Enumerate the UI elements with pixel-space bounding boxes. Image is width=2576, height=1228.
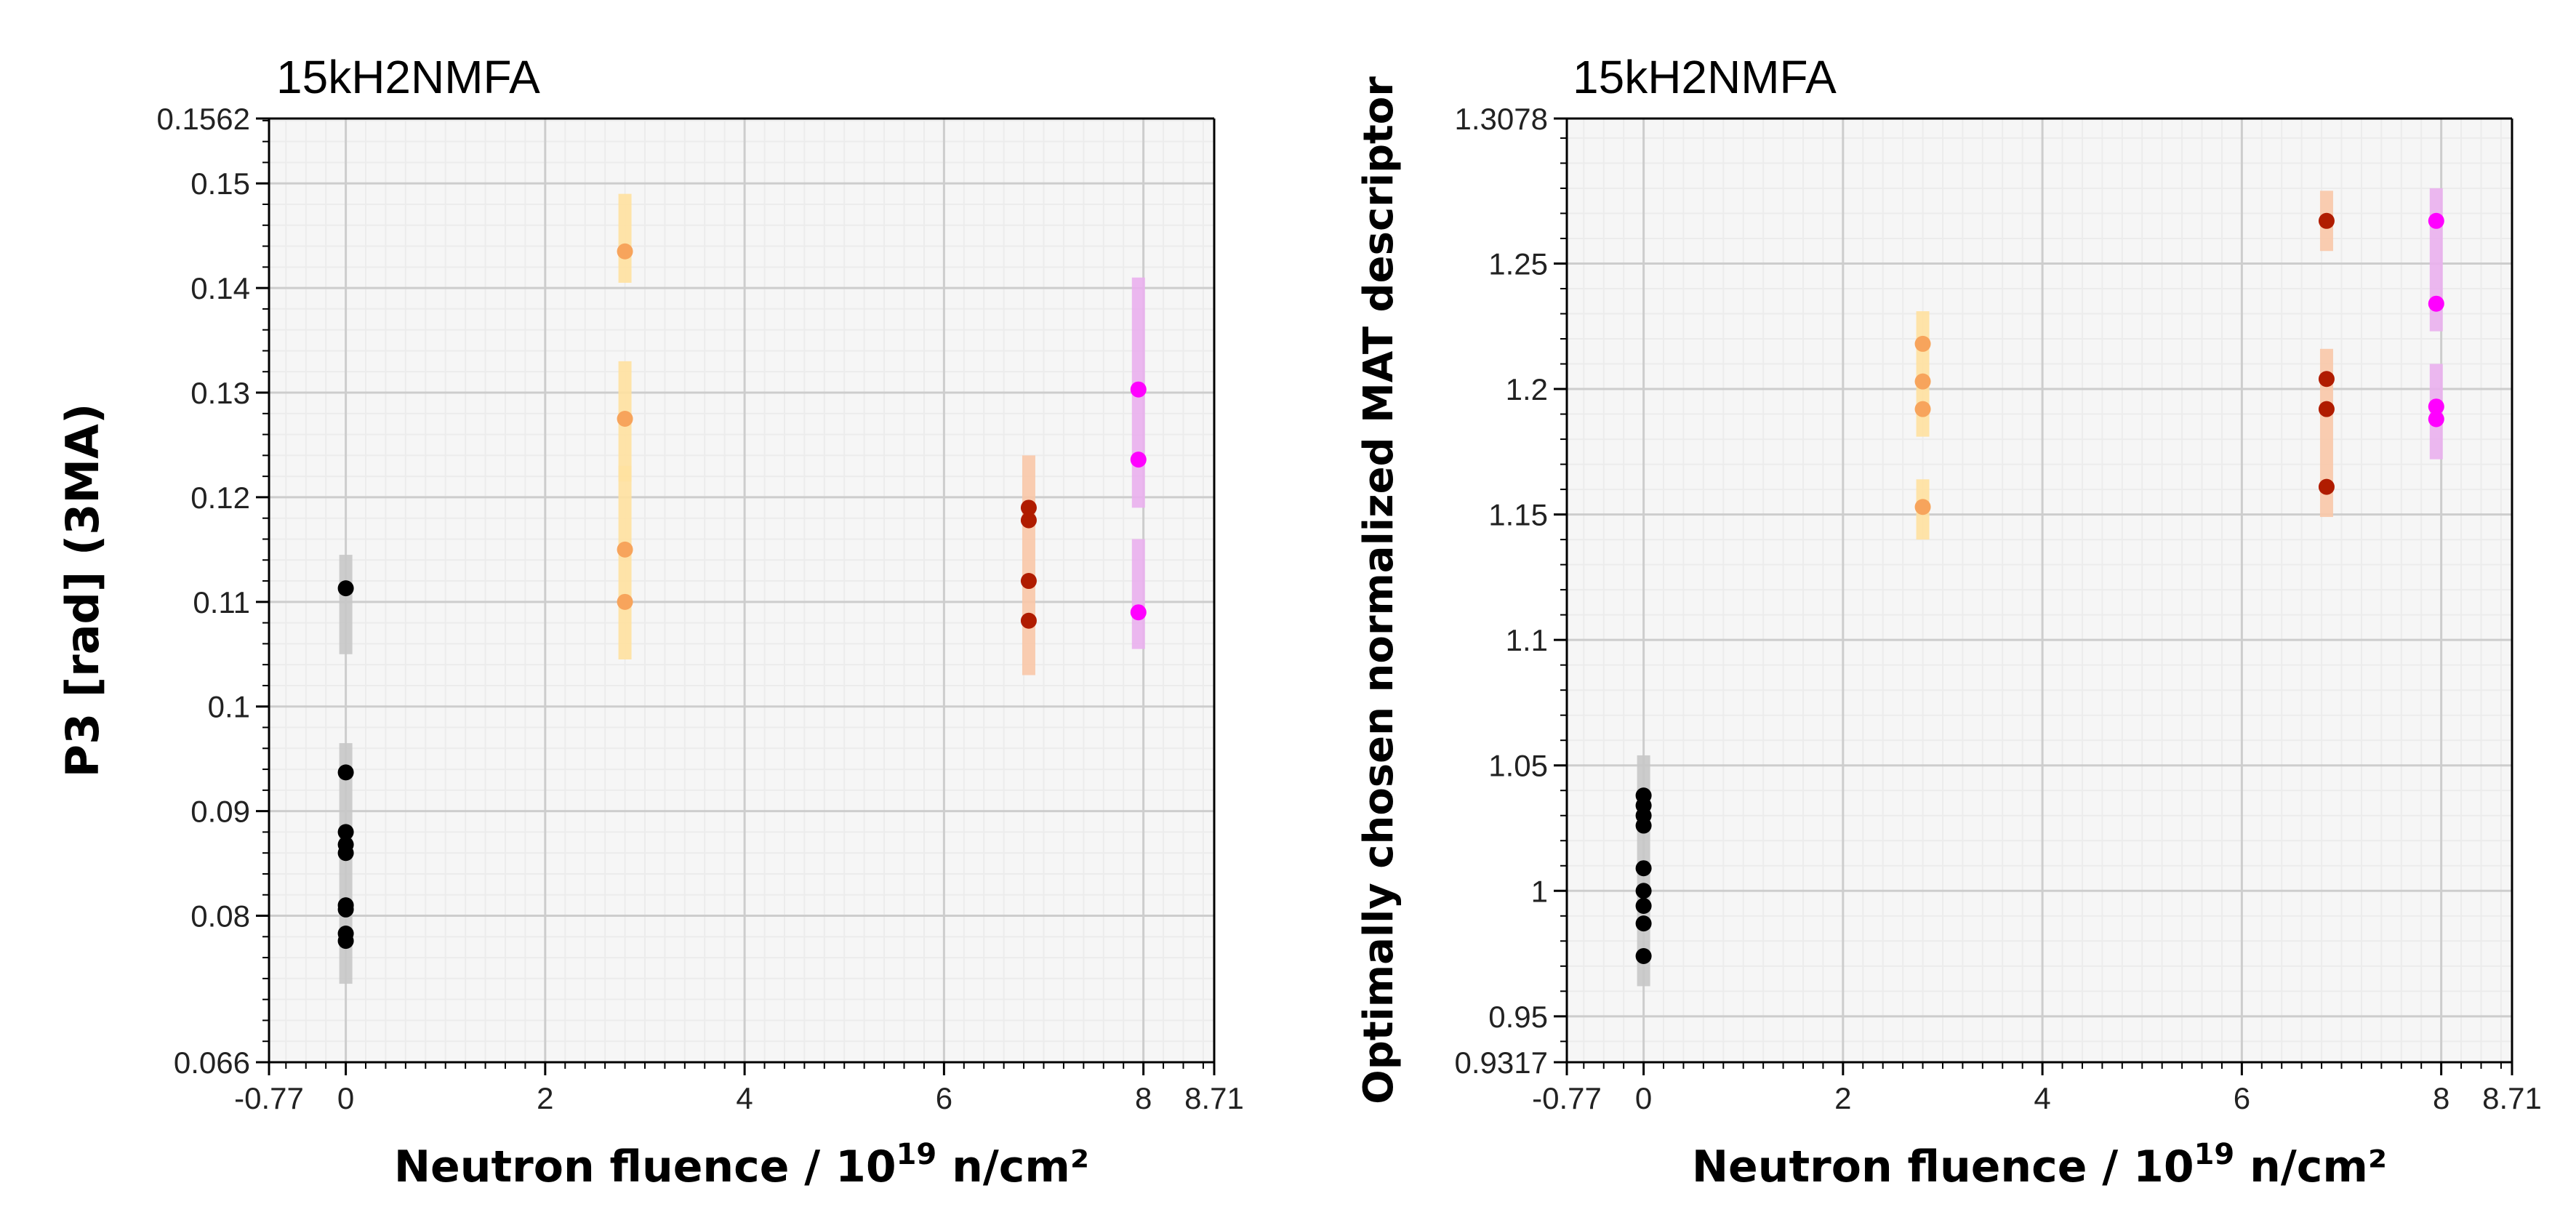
right-tick-labels: -0.77 0 2 4 6 8 8.71 0.9317 0.95 1 1.05 1.1 1.15 1.2 1… — [1455, 102, 2542, 1115]
left-y-tick-label: 0.1562 — [157, 102, 250, 136]
right-data-point — [1635, 915, 1652, 932]
right-data-point — [2428, 398, 2444, 415]
right-y-tick-label: 1.1 — [1506, 623, 1548, 657]
left-axis-ticks — [256, 117, 1216, 1075]
left-y-tick-label: 0.13 — [190, 376, 250, 410]
right-x-tick-label: -0.77 — [1532, 1081, 1602, 1115]
left-y-tick-label: 0.11 — [193, 585, 250, 619]
right-y-axis-label: Optimally chosen normalized MAT descript… — [1355, 76, 1403, 1104]
right-data-point — [2428, 295, 2444, 312]
left-error-band — [618, 193, 632, 283]
left-data-point — [337, 764, 354, 781]
right-data-point — [1914, 373, 1931, 390]
left-y-axis-label: P3 [rad] (3MA) — [56, 404, 109, 778]
left-chart-title: 15kH2NMFA — [276, 51, 540, 103]
right-x-tick-label: 6 — [2234, 1081, 2250, 1115]
right-data-point — [1635, 860, 1652, 877]
left-chart: -0.77 0 2 4 6 8 8.71 0.066 0.08 0.09 0.1 0.11 0.12 0.… — [56, 51, 1244, 1192]
right-data-point — [2318, 478, 2335, 495]
left-y-tick-label: 0.066 — [174, 1046, 250, 1080]
left-error-band — [1022, 455, 1035, 675]
left-data-point — [617, 411, 633, 427]
left-data-point — [1020, 512, 1037, 529]
right-data-points — [1635, 212, 2444, 965]
right-y-tick-label: 0.9317 — [1455, 1046, 1548, 1080]
left-data-point — [337, 933, 354, 950]
left-x-tick-label: 6 — [936, 1081, 952, 1115]
left-x-tick-label: 0 — [337, 1081, 354, 1115]
right-x-tick-label: 8.71 — [2482, 1081, 2542, 1115]
left-data-point — [617, 541, 633, 558]
right-x-axis-label: Neutron fluence / 1019 n/cm² — [1692, 1138, 2387, 1192]
left-data-point — [1130, 452, 1147, 468]
right-y-tick-label: 1.25 — [1488, 246, 1548, 281]
right-x-tick-label: 4 — [2034, 1081, 2050, 1115]
right-x-tick-label: 2 — [1834, 1081, 1851, 1115]
left-x-tick-label: 4 — [736, 1081, 753, 1115]
left-error-band — [339, 743, 353, 984]
left-data-point — [1130, 604, 1147, 621]
left-y-tick-label: 0.15 — [190, 166, 250, 201]
left-x-tick-label: 8.71 — [1184, 1081, 1244, 1115]
right-data-point — [1635, 883, 1652, 899]
left-data-point — [337, 901, 354, 918]
right-y-tick-label: 0.95 — [1488, 1000, 1548, 1034]
right-data-point — [2318, 401, 2335, 417]
right-data-point — [2318, 371, 2335, 388]
left-data-point — [337, 845, 354, 862]
left-data-point — [337, 824, 354, 840]
left-plot-area — [269, 119, 1214, 1062]
right-x-tick-label: 0 — [1635, 1081, 1652, 1115]
left-data-point — [1020, 612, 1037, 629]
right-chart: -0.77 0 2 4 6 8 8.71 0.9317 0.95 1 1.05 1.1 1.15 1.2 1… — [1355, 51, 2542, 1192]
left-grid — [269, 119, 1214, 1063]
right-x-tick-label: 8 — [2433, 1081, 2449, 1115]
left-data-point — [337, 580, 354, 597]
left-data-point — [617, 243, 633, 260]
left-x-tick-label: -0.77 — [234, 1081, 304, 1115]
left-data-point — [1130, 381, 1147, 398]
left-data-point — [1020, 499, 1037, 516]
left-y-tick-label: 0.08 — [190, 899, 250, 934]
right-data-point — [1914, 401, 1931, 417]
right-data-point — [1635, 948, 1652, 965]
right-chart-title: 15kH2NMFA — [1573, 51, 1837, 103]
right-y-tick-label: 1.2 — [1506, 372, 1548, 406]
left-data-points — [337, 243, 1147, 950]
left-data-point — [617, 593, 633, 610]
right-data-point — [2318, 212, 2335, 229]
right-axis-ticks — [1554, 117, 2513, 1075]
right-y-tick-label: 1.05 — [1488, 749, 1548, 783]
left-tick-labels: -0.77 0 2 4 6 8 8.71 0.066 0.08 0.09 0.1 0.11 0.12 0.… — [157, 102, 1244, 1115]
left-y-tick-label: 0.09 — [190, 795, 250, 829]
left-y-tick-label: 0.1 — [208, 690, 250, 724]
left-data-point — [1020, 573, 1037, 590]
right-y-tick-label: 1.3078 — [1455, 102, 1548, 136]
right-data-point — [2428, 212, 2444, 229]
right-data-point — [2428, 411, 2444, 428]
left-y-tick-label: 0.12 — [190, 481, 250, 515]
left-x-axis-label: Neutron fluence / 1019 n/cm² — [394, 1138, 1089, 1192]
left-error-band — [618, 465, 632, 659]
left-x-tick-label: 8 — [1135, 1081, 1152, 1115]
left-error-band — [339, 555, 353, 654]
right-data-point — [1914, 499, 1931, 515]
right-error-band — [2319, 348, 2333, 518]
left-error-band — [1131, 539, 1145, 649]
right-y-tick-label: 1.15 — [1488, 498, 1548, 532]
left-y-tick-label: 0.14 — [190, 271, 250, 305]
right-data-point — [1635, 817, 1652, 834]
right-y-tick-label: 1 — [1531, 874, 1548, 908]
left-x-tick-label: 2 — [537, 1081, 553, 1115]
right-data-point — [1635, 897, 1652, 914]
right-data-point — [1914, 335, 1931, 352]
